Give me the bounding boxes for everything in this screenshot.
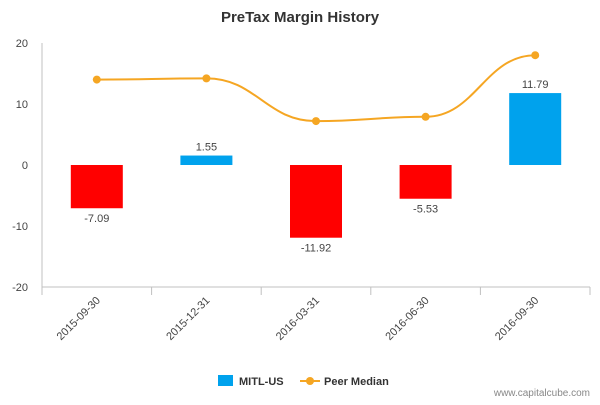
y-tick-label: 0 — [22, 160, 28, 172]
y-tick-label: 20 — [16, 38, 28, 50]
x-tick-label: 2015-09-30 — [55, 295, 103, 343]
legend: MITL-US Peer Median — [218, 375, 389, 388]
peer-median-point — [421, 112, 430, 121]
bar — [399, 165, 452, 199]
legend-label-mitl: MITL-US — [239, 376, 284, 388]
y-tick-label: -20 — [12, 282, 28, 294]
bar-data-label: -7.09 — [84, 213, 109, 225]
bar — [180, 155, 233, 165]
peer-median-point — [312, 117, 320, 126]
bar-data-label: -11.92 — [301, 243, 331, 255]
bar — [70, 165, 123, 209]
x-tick-label: 2016-03-31 — [274, 295, 322, 343]
y-tick-label: 10 — [16, 99, 28, 111]
y-tick-label: -10 — [12, 221, 28, 233]
legend-item-mitl[interactable]: MITL-US — [218, 375, 284, 388]
legend-marker-peer-median — [306, 377, 314, 385]
bar — [509, 93, 562, 165]
y-axis: -20 -10 0 10 20 — [12, 38, 43, 294]
peer-median-line — [96, 54, 536, 123]
bar — [290, 165, 342, 238]
legend-label-peer-median: Peer Median — [324, 376, 389, 388]
peer-median-point — [202, 74, 211, 83]
x-axis: 2015-09-30 2015-12-31 2016-03-31 2016-06-30… — [41, 286, 591, 343]
legend-swatch-mitl — [218, 375, 233, 386]
watermark: www.capitalcube.com — [493, 388, 590, 399]
x-tick-label: 2016-09-30 — [493, 295, 541, 343]
peer-median-point — [92, 75, 101, 84]
peer-median-series — [92, 51, 540, 126]
bar-data-label: -5.53 — [413, 204, 438, 216]
bar-data-label: 1.55 — [196, 142, 217, 154]
peer-median-point — [531, 51, 540, 60]
bar-series: -7.09 1.55 -11.92 -5.53 11.79 — [70, 79, 562, 255]
chart-title: PreTax Margin History — [221, 9, 380, 26]
x-tick-label: 2016-06-30 — [383, 295, 431, 343]
x-tick-label: 2015-12-31 — [164, 295, 212, 343]
legend-item-peer-median[interactable]: Peer Median — [300, 376, 389, 388]
bar-data-label: 11.79 — [522, 79, 549, 91]
